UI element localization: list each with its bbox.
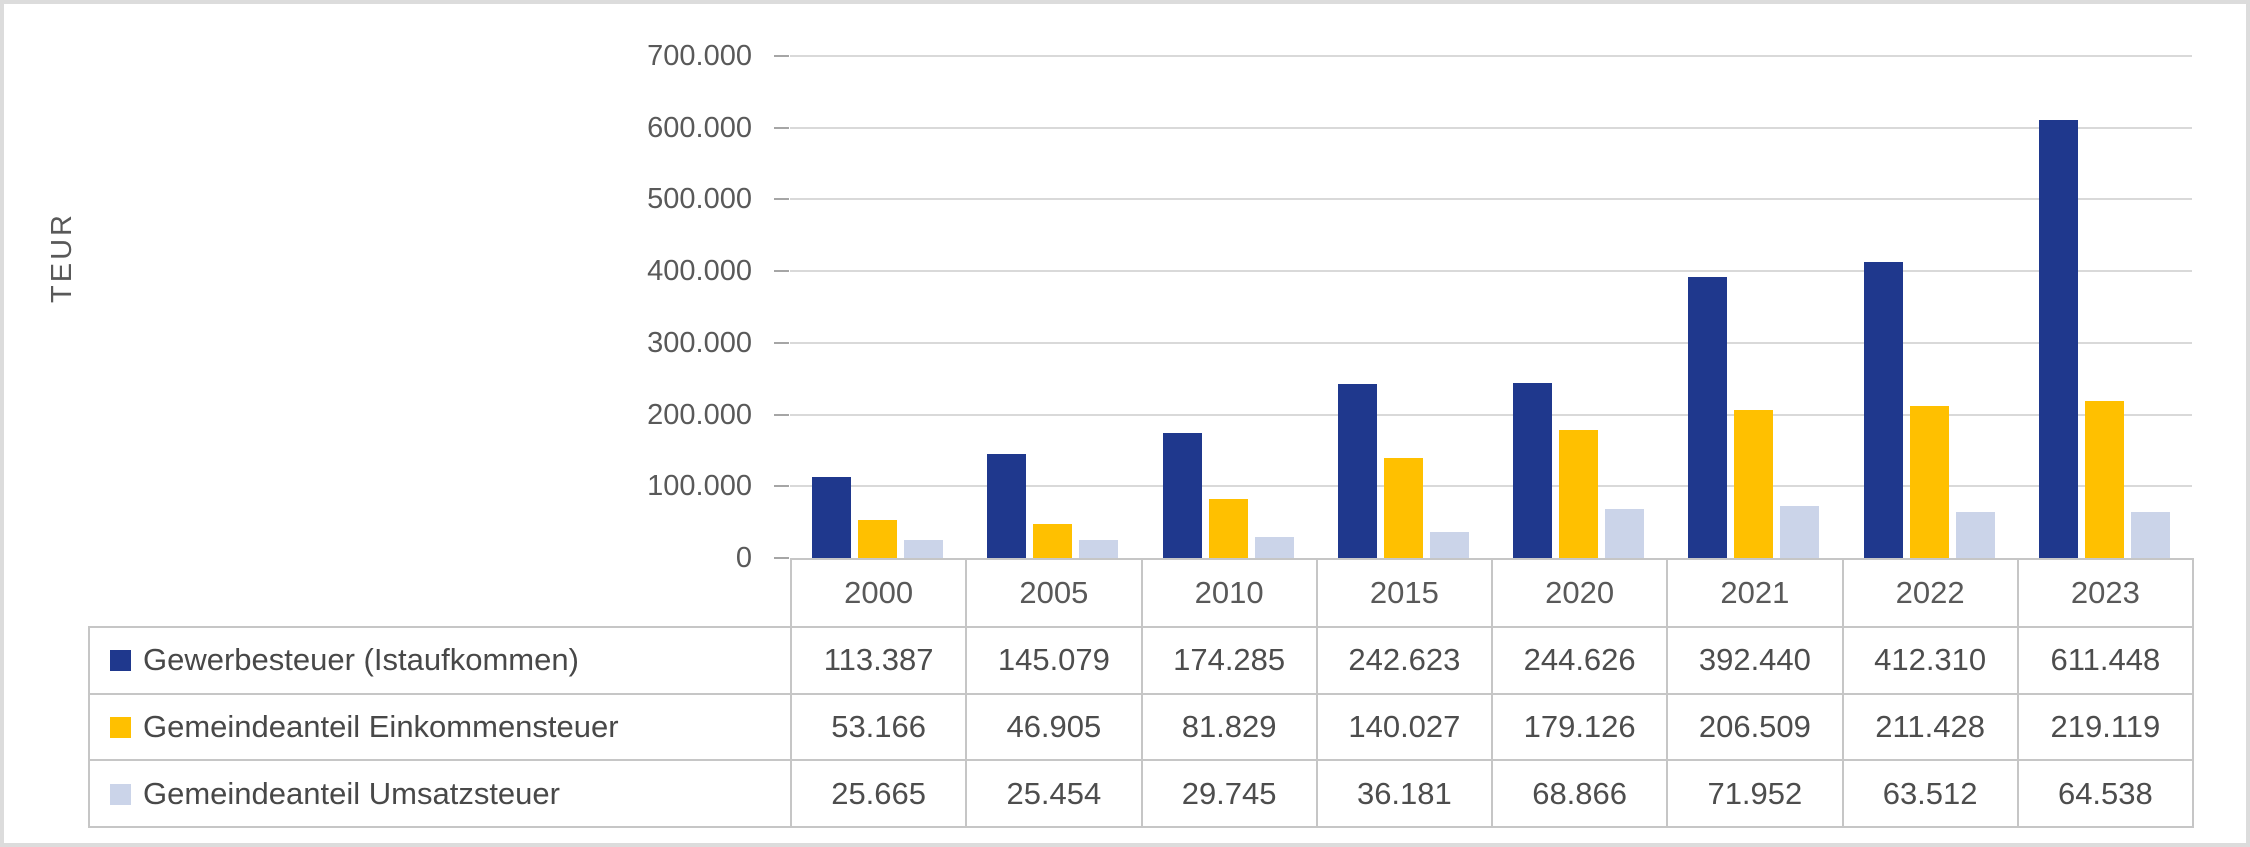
year-header-2022: 2022 — [1841, 558, 2019, 628]
y-tick-label: 100.000 — [647, 470, 752, 503]
bar-umsatzsteuer-2015 — [1430, 532, 1469, 558]
legend-label-einkommensteuer: Gemeindeanteil Einkommensteuer — [88, 692, 792, 762]
bar-einkommensteuer-2020 — [1559, 430, 1598, 558]
value-cell-gewerbesteuer-2000: 113.387 — [789, 626, 968, 695]
gridline — [790, 198, 2192, 201]
year-header-2020: 2020 — [1490, 558, 1669, 628]
gridline — [790, 270, 2192, 273]
bar-umsatzsteuer-2010 — [1255, 537, 1294, 558]
y-tick-label: 200.000 — [647, 398, 752, 431]
value-cell-umsatzsteuer-2023: 64.538 — [2016, 759, 2195, 829]
value-cell-gewerbesteuer-2022: 412.310 — [1841, 626, 2019, 695]
value-cell-gewerbesteuer-2005: 145.079 — [965, 626, 1143, 695]
value-cell-umsatzsteuer-2021: 71.952 — [1666, 759, 1844, 829]
y-axis-tick — [774, 413, 789, 416]
value-cell-einkommensteuer-2023: 219.119 — [2016, 692, 2195, 762]
legend-label-gewerbesteuer: Gewerbesteuer (Istaufkommen) — [88, 626, 792, 695]
value-cell-gewerbesteuer-2020: 244.626 — [1490, 626, 1669, 695]
table-row-umsatzsteuer: Gemeindeanteil Umsatzsteuer 25.665 25.454 2… — [88, 759, 2195, 829]
y-axis-tick — [774, 126, 789, 129]
gridline — [790, 485, 2192, 488]
bar-gewerbesteuer-2015 — [1338, 384, 1377, 558]
bar-umsatzsteuer-2023 — [2131, 512, 2170, 558]
table-corner-blank — [89, 559, 791, 627]
chart-data-table: 2000 2005 2010 2015 2020 2021 2022 2023 Gewerbes… — [88, 558, 2195, 829]
bar-umsatzsteuer-2022 — [1956, 512, 1995, 558]
value-cell-umsatzsteuer-2010: 29.745 — [1140, 759, 1318, 829]
value-cell-umsatzsteuer-2000: 25.665 — [789, 759, 968, 829]
bar-gewerbesteuer-2021 — [1688, 277, 1727, 558]
year-header-2023: 2023 — [2016, 558, 2195, 628]
bar-gewerbesteuer-2000 — [812, 477, 851, 558]
bar-einkommensteuer-2005 — [1033, 524, 1072, 558]
y-axis-tick — [774, 557, 789, 559]
value-cell-einkommensteuer-2010: 81.829 — [1140, 692, 1318, 762]
bar-gewerbesteuer-2010 — [1163, 433, 1202, 558]
y-tick-label: 0 — [735, 542, 752, 574]
legend-swatch-gewerbesteuer — [110, 650, 131, 672]
y-tick-label: 300.000 — [647, 326, 752, 359]
y-tick-label: 500.000 — [647, 183, 752, 216]
value-cell-einkommensteuer-2022: 211.428 — [1841, 692, 2019, 762]
legend-label-umsatzsteuer: Gemeindeanteil Umsatzsteuer — [88, 759, 792, 829]
gridline — [790, 413, 2192, 416]
value-cell-umsatzsteuer-2022: 63.512 — [1841, 759, 2019, 829]
table-row-einkommensteuer: Gemeindeanteil Einkommensteuer 53.166 46.9… — [88, 692, 2195, 762]
bar-umsatzsteuer-2020 — [1605, 509, 1644, 558]
value-cell-gewerbesteuer-2010: 174.285 — [1140, 626, 1318, 695]
gridline — [790, 126, 2192, 129]
year-header-2021: 2021 — [1666, 558, 1844, 628]
value-cell-umsatzsteuer-2015: 36.181 — [1315, 759, 1494, 829]
value-cell-gewerbesteuer-2023: 611.448 — [2016, 626, 2195, 695]
y-axis-title: TEUR — [46, 212, 78, 303]
y-axis-tick — [774, 341, 789, 344]
table-row-gewerbesteuer: Gewerbesteuer (Istaufkommen) 113.387 145.0… — [88, 626, 2195, 695]
year-header-2005: 2005 — [965, 558, 1143, 628]
value-cell-umsatzsteuer-2020: 68.866 — [1490, 759, 1669, 829]
bar-gewerbesteuer-2022 — [1864, 262, 1903, 558]
value-cell-gewerbesteuer-2021: 392.440 — [1666, 626, 1844, 695]
bar-gewerbesteuer-2020 — [1513, 383, 1552, 558]
year-header-2015: 2015 — [1315, 558, 1494, 628]
y-axis-tick — [774, 270, 789, 273]
bar-einkommensteuer-2023 — [2085, 401, 2124, 558]
y-axis-tick — [774, 55, 789, 57]
gridline — [790, 55, 2192, 57]
y-axis-tick — [774, 198, 789, 201]
bar-umsatzsteuer-2000 — [904, 540, 943, 558]
value-cell-einkommensteuer-2005: 46.905 — [965, 692, 1143, 762]
year-header-2010: 2010 — [1140, 558, 1318, 628]
gridline — [790, 341, 2192, 344]
bar-einkommensteuer-2021 — [1734, 410, 1773, 558]
plot-area — [790, 55, 2192, 558]
value-cell-einkommensteuer-2000: 53.166 — [789, 692, 968, 762]
y-axis-tick — [774, 485, 789, 488]
bar-einkommensteuer-2000 — [858, 520, 897, 558]
bar-gewerbesteuer-2005 — [987, 454, 1026, 558]
bar-einkommensteuer-2010 — [1209, 499, 1248, 558]
value-cell-umsatzsteuer-2005: 25.454 — [965, 759, 1143, 829]
y-tick-label: 600.000 — [647, 111, 752, 144]
value-cell-einkommensteuer-2021: 206.509 — [1666, 692, 1844, 762]
value-cell-einkommensteuer-2020: 179.126 — [1490, 692, 1669, 762]
bar-einkommensteuer-2022 — [1910, 406, 1949, 558]
y-tick-label: 400.000 — [647, 255, 752, 288]
y-tick-label: 700.000 — [647, 40, 752, 72]
legend-swatch-umsatzsteuer — [110, 783, 131, 805]
value-cell-gewerbesteuer-2015: 242.623 — [1315, 626, 1494, 695]
bar-einkommensteuer-2015 — [1384, 458, 1423, 558]
bar-umsatzsteuer-2021 — [1780, 506, 1819, 558]
value-cell-einkommensteuer-2015: 140.027 — [1315, 692, 1494, 762]
year-header-2000: 2000 — [789, 558, 968, 628]
bar-gewerbesteuer-2023 — [2039, 120, 2078, 558]
legend-swatch-einkommensteuer — [110, 717, 131, 739]
bar-umsatzsteuer-2005 — [1079, 540, 1118, 558]
